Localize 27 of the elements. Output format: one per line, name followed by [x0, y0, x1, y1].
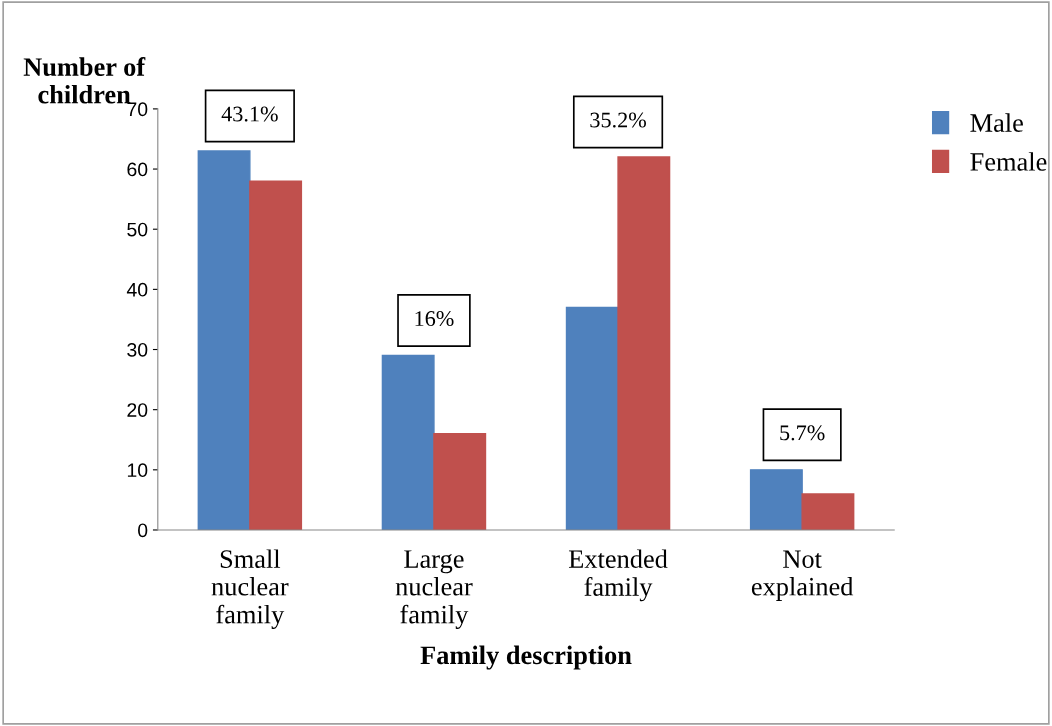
bar [381, 354, 435, 530]
y-tick-label: 50 [127, 222, 148, 237]
y-tick-label: 10 [127, 463, 148, 478]
x-tick-label: Extended family [568, 549, 668, 602]
y-tick-label: 60 [127, 162, 148, 177]
legend-label: Male [970, 113, 1023, 132]
x-tick-label: Small nuclear family [211, 549, 289, 629]
annotation: 43.1% [221, 106, 278, 122]
bar [617, 156, 671, 530]
y-tick-label: 20 [127, 403, 148, 417]
bar [565, 306, 619, 530]
bar [197, 150, 251, 530]
annotation: 5.7% [780, 425, 825, 441]
x-tick-label: Large nuclear family [395, 550, 473, 629]
bar [801, 493, 855, 530]
annotation: 35.2% [590, 112, 646, 128]
bar [249, 180, 303, 530]
legend-label: Female [970, 152, 1047, 171]
y-tick-label: 0 [138, 523, 148, 538]
y-tick-label: 30 [127, 342, 148, 357]
y-tick-label: 70 [127, 102, 148, 117]
x-axis-title: Family description [420, 645, 632, 670]
annotation: 16% [415, 311, 454, 327]
x-tick-label: Not explained [751, 550, 854, 601]
bar [433, 433, 487, 530]
y-tick-label: 40 [126, 282, 148, 297]
bar [749, 469, 803, 530]
